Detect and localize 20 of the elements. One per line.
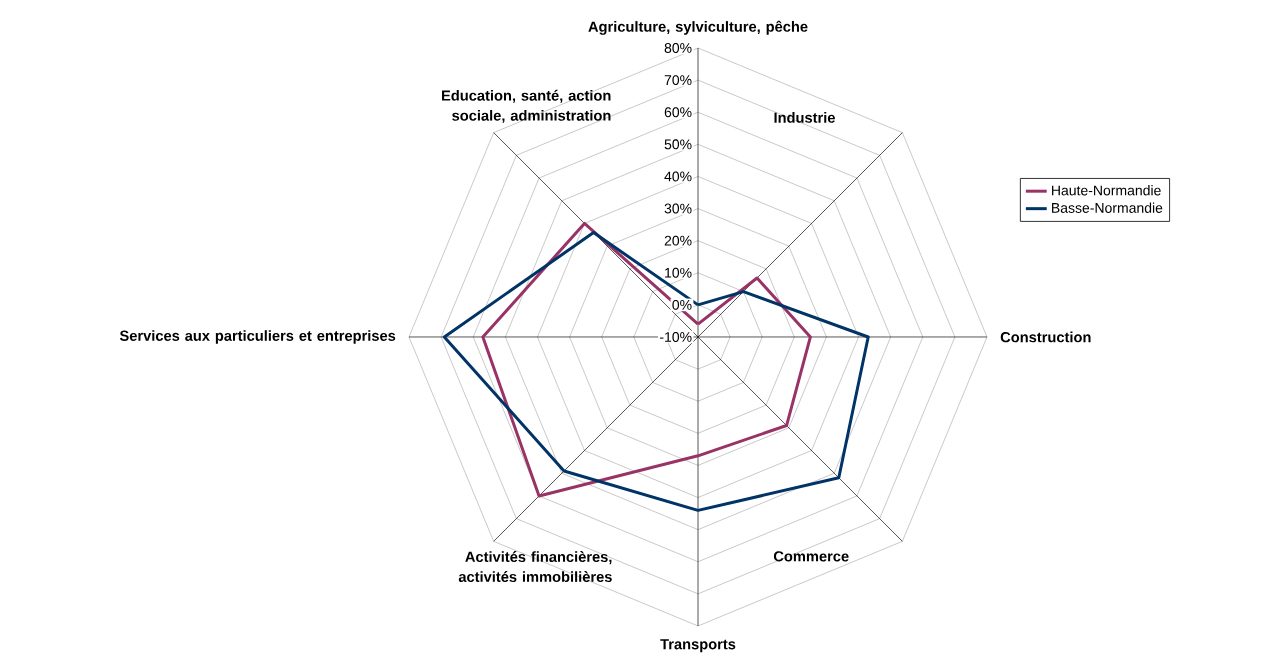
y-tick-label: 20% [664, 235, 692, 246]
y-tick-label: 80% [664, 43, 692, 53]
spoke-label: Activités financières, activités immobilières [458, 551, 612, 583]
spoke-label: Services aux particuliers et entreprises [119, 330, 396, 344]
y-tick-label: -10% [660, 332, 692, 342]
spoke-label: Education, santé, action sociale, administration [442, 89, 611, 123]
y-tick-label: 50% [664, 139, 692, 150]
legend-label: Basse-Normandie [1052, 202, 1163, 213]
spoke-label: Commerce [773, 551, 849, 562]
y-tick-label: 40% [664, 171, 692, 182]
y-tick-label: 60% [664, 107, 692, 118]
spoke-label: Industrie [774, 112, 835, 123]
spoke-label: Agriculture, sylviculture, pêche [588, 20, 808, 35]
legend-label: Haute-Normandie [1052, 185, 1161, 196]
y-tick-label: 0% [672, 299, 692, 310]
spoke-label: Construction [1000, 331, 1091, 343]
y-tick-label: 10% [665, 267, 692, 278]
spoke-label: Transports [660, 639, 736, 653]
y-tick-label: 30% [664, 203, 692, 214]
y-tick-label: 70% [664, 75, 692, 86]
